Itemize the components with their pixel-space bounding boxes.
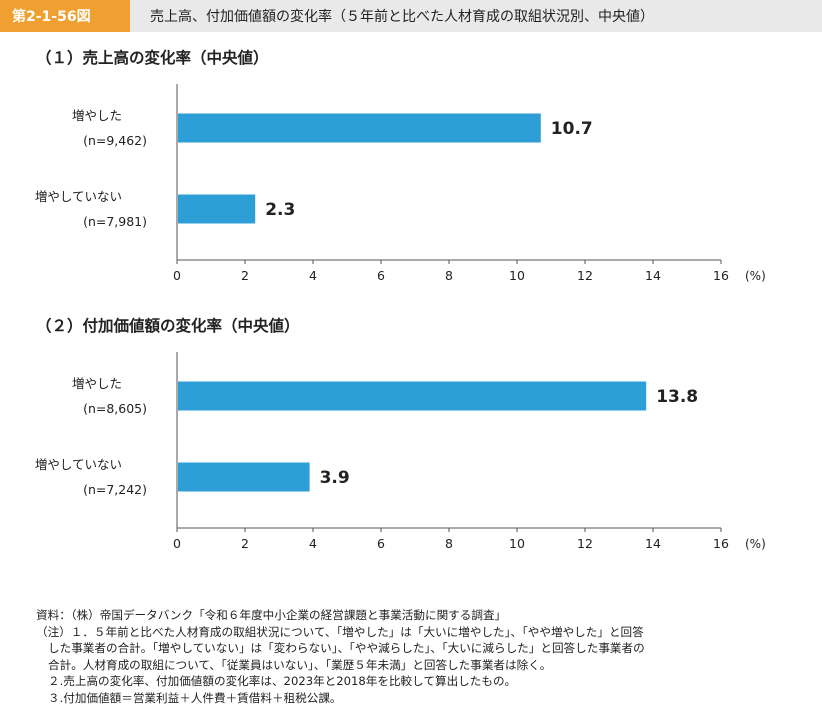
x-tick-label: 6 [377, 536, 385, 551]
sales-change-chart: （１）売上高の変化率（中央値） 0 2 4 6 8 10 12 14 16 (%) 10.7 増やした (… [35, 48, 766, 283]
x-tick-label: 10 [509, 536, 525, 551]
x-tick-label: 16 [713, 268, 729, 283]
bar-value-label: 10.7 [551, 119, 593, 139]
note-line: 合計。人材育成の取組について、「従業員はいない」、「業歴５年未満」と回答した事業… [48, 657, 552, 672]
bar [178, 113, 541, 143]
category-count-label: (n=7,242) [83, 482, 147, 497]
x-tick-label: 2 [241, 536, 249, 551]
x-tick-label: 8 [445, 536, 453, 551]
note-line: ２.売上高の変化率、付加価値額の変化率は、2023年と2018年を比較して算出し… [48, 674, 517, 689]
figure-number: 第2-1-56図 [0, 0, 130, 32]
note-line: ３.付加価値額＝営業利益＋人件費＋賃借料＋租税公課。 [48, 690, 342, 705]
note-line: した事業者の合計。「増やしていない」は「変わらない」、「やや減らした」、「大いに… [48, 641, 645, 656]
note-line: （注）１．５年前と比べた人材育成の取組状況について、「増やした」は「大いに増やし… [36, 624, 644, 639]
x-tick-label: 10 [509, 268, 525, 283]
value-added-change-chart: （２）付加価値額の変化率（中央値） 0 2 4 6 8 10 12 14 16 (%) 13.8 増やし… [35, 316, 766, 551]
x-tick-label: 16 [713, 536, 729, 551]
x-tick-label: 6 [377, 268, 385, 283]
bar [178, 194, 256, 224]
category-count-label: (n=7,981) [83, 214, 147, 229]
bar [178, 381, 647, 411]
category-label: 増やしていない [35, 457, 122, 472]
x-unit-label: (%) [745, 269, 766, 283]
bar-value-label: 2.3 [265, 200, 295, 220]
source-note: 資料：（株）帝国データバンク「令和６年度中小企業の経営課題と事業活動に関する調査… [36, 608, 507, 622]
x-tick-label: 14 [645, 268, 661, 283]
category-label: 増やした [72, 108, 122, 123]
figure-header: 第2-1-56図 売上高、付加価値額の変化率（５年前と比べた人材育成の取組状況別… [0, 0, 822, 32]
category-count-label: (n=9,462) [83, 133, 147, 148]
x-tick-label: 0 [173, 536, 181, 551]
category-label: 増やしていない [35, 189, 122, 204]
x-tick-label: 14 [645, 536, 661, 551]
x-tick-label: 4 [309, 268, 317, 283]
x-tick-label: 8 [445, 268, 453, 283]
x-unit-label: (%) [745, 537, 766, 551]
notes-block: 資料：（株）帝国データバンク「令和６年度中小企業の経営課題と事業活動に関する調査… [36, 607, 806, 707]
x-tick-label: 12 [577, 268, 593, 283]
figure-title: 売上高、付加価値額の変化率（５年前と比べた人材育成の取組状況別、中央値） [150, 9, 654, 25]
category-count-label: (n=8,605) [83, 401, 147, 416]
x-tick-label: 2 [241, 268, 249, 283]
chart-title: （１）売上高の変化率（中央値） [36, 48, 269, 67]
category-label: 増やした [72, 376, 122, 391]
x-tick-label: 4 [309, 536, 317, 551]
bar-value-label: 3.9 [320, 468, 350, 488]
bar-value-label: 13.8 [656, 387, 698, 407]
x-tick-label: 0 [173, 268, 181, 283]
chart-title: （２）付加価値額の変化率（中央値） [36, 316, 300, 335]
bar [178, 462, 310, 492]
x-tick-label: 12 [577, 536, 593, 551]
